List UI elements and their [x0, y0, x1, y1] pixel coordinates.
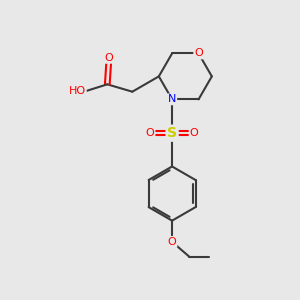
Text: HO: HO [69, 86, 86, 96]
Text: O: O [194, 48, 203, 59]
Text: O: O [146, 128, 154, 138]
Text: O: O [168, 237, 176, 247]
Text: O: O [104, 53, 113, 63]
Text: S: S [167, 126, 177, 140]
Text: N: N [168, 94, 176, 104]
Text: O: O [190, 128, 199, 138]
